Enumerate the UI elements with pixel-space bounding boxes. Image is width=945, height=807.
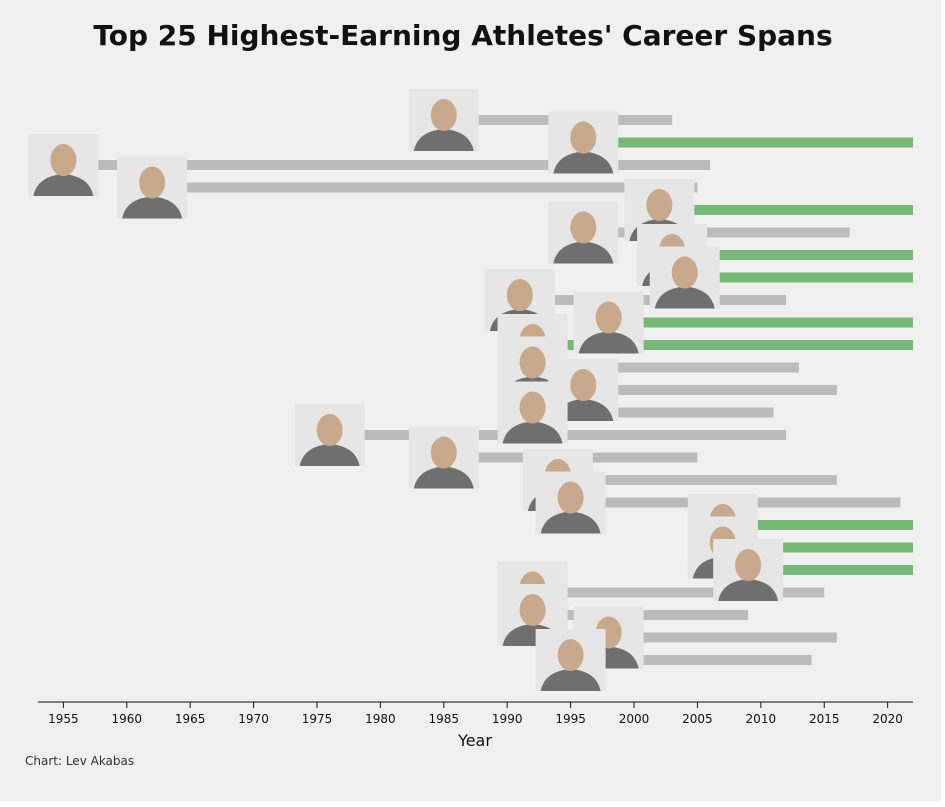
photo-shoulders [299,444,360,466]
athlete-photo [649,246,720,309]
photo-head [570,211,597,244]
photo-head [671,256,698,289]
photo-head [646,189,673,222]
photo-head [595,301,622,334]
photo-shoulders [553,399,614,421]
photo-shoulders [553,151,614,174]
x-tick-label: 1990 [492,712,523,726]
x-tick-label: 2020 [872,712,903,726]
athlete-photo [408,89,479,151]
x-axis-ticks: 1955 1960 1965 1970 1975 1980 1985 1990 1995 2000… [48,702,903,726]
career-bar [583,137,913,148]
photo-shoulders [553,241,614,264]
athlete-photo [497,381,568,444]
photo-head [570,121,597,154]
career-bar [532,407,774,418]
x-tick-label: 2005 [682,712,713,726]
career-bar [570,655,812,665]
photo-head [139,166,166,199]
athlete-photo [294,404,365,466]
x-tick-label: 1995 [555,712,586,726]
career-bar [532,587,825,598]
career-bar [583,385,837,395]
photo-head [557,639,584,672]
athlete-photo [548,111,619,174]
photo-head [430,99,457,132]
x-tick-label: 1955 [48,712,79,726]
photo-head [519,391,546,424]
photo-shoulders [654,286,715,309]
career-bar [557,475,837,485]
athlete-photo [535,629,606,691]
career-bar [722,542,913,553]
photo-head [430,436,457,469]
career-bar [532,362,799,373]
x-tick-label: 1975 [302,712,333,726]
career-bar [63,160,711,170]
photo-head [316,414,343,447]
photo-head [506,279,533,312]
x-tick-label: 1985 [429,712,460,726]
photo-shoulders [578,331,639,354]
photo-head [519,346,546,379]
career-bar [583,227,850,238]
x-tick-label: 1965 [175,712,206,726]
photo-shoulders [718,579,779,601]
athlete-photo [548,201,619,264]
athlete-photo [117,156,188,219]
x-tick-label: 2015 [809,712,840,726]
athlete-photo [573,291,644,354]
photo-shoulders [540,511,601,534]
career-bar [608,317,913,328]
photo-head [557,481,584,514]
career-bar [152,182,698,193]
photo-shoulders [540,669,601,691]
photo-head [570,369,597,402]
career-bar [684,272,913,283]
athlete-photo [408,426,479,489]
photo-shoulders [33,174,94,196]
photo-head [50,144,77,177]
career-bar [659,205,913,215]
x-tick-label: 2000 [619,712,650,726]
photo-shoulders [413,466,474,489]
chart-credit: Chart: Lev Akabas [25,754,134,768]
athlete-photo [535,471,606,534]
bar-group [63,115,913,665]
career-bar [532,340,913,350]
photo-shoulders [122,196,183,219]
photo-shoulders [413,129,474,151]
photo-head [519,594,546,627]
x-tick-label: 1960 [111,712,142,726]
photo-shoulders [502,421,563,444]
x-axis-label: Year [457,731,492,750]
athlete-photo [713,539,784,601]
career-bar [748,565,913,575]
career-bar [672,250,913,260]
x-tick-label: 2010 [746,712,777,726]
x-tick-label: 1970 [238,712,269,726]
athlete-photo [28,134,99,196]
chart-title: Top 25 Highest-Earning Athletes' Career … [93,19,832,52]
career-bar [608,632,837,643]
photo-head [735,549,762,582]
career-bar [722,520,913,530]
athlete-photo-group [28,89,784,691]
x-tick-label: 1980 [365,712,396,726]
